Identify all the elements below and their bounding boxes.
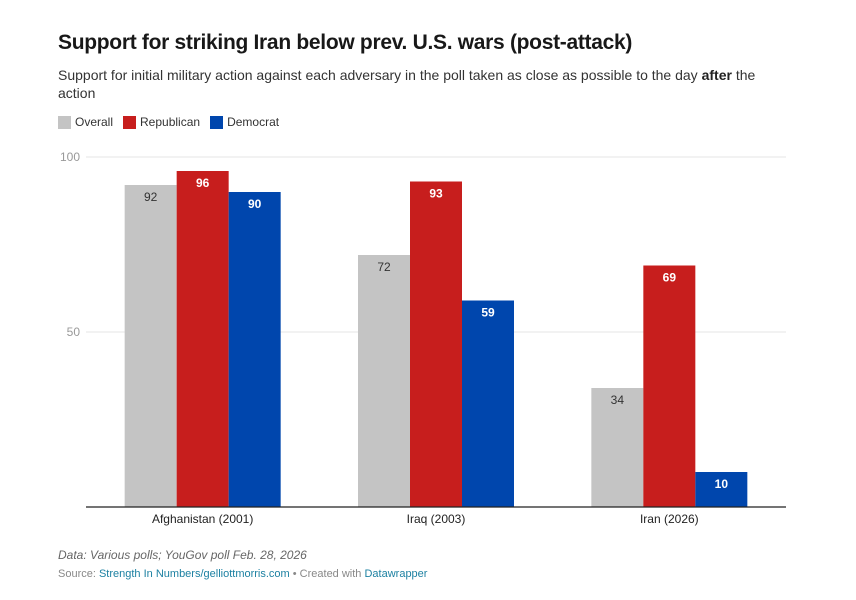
chart-subtitle: Support for initial military action agai… (58, 66, 778, 102)
data-label: 92 (144, 190, 158, 204)
subtitle-emphasis: after (701, 67, 732, 83)
x-tick-label: Iraq (2003) (407, 512, 466, 526)
legend-label: Democrat (227, 115, 280, 129)
datawrapper-link[interactable]: Datawrapper (364, 568, 428, 580)
legend-label: Overall (75, 115, 114, 129)
subtitle-text-end: the action (58, 67, 756, 101)
bar (591, 388, 644, 507)
data-notes: Data: Various polls; YouGov poll Feb. 28… (58, 548, 307, 562)
bar (124, 185, 177, 507)
bar (643, 265, 696, 507)
legend-swatch (58, 115, 71, 129)
subtitle-text: Support for initial military action agai… (58, 67, 702, 83)
bar (228, 192, 281, 507)
source-label: Source: (58, 568, 99, 580)
source-line: Source: Strength In Numbers/gelliottmorr… (58, 568, 427, 580)
chart-title: Support for striking Iran below prev. U.… (58, 31, 633, 54)
bar (695, 472, 748, 507)
legend-item: Republican (123, 115, 200, 129)
data-label: 69 (663, 271, 677, 285)
source-link[interactable]: Strength In Numbers/gelliottmorris.com (98, 568, 290, 580)
bar (176, 171, 229, 507)
x-tick-label: Iran (2026) (640, 512, 699, 526)
data-label: 90 (248, 197, 262, 211)
bar (410, 181, 462, 507)
bar-chart: 50 100 92 96 90 Afghanistan (2001) 72 93 59 Iraq … (60, 150, 786, 526)
data-label: 72 (377, 260, 391, 274)
data-label: 34 (611, 393, 625, 407)
legend-item: Democrat (210, 115, 279, 129)
created-with-label: • Created with (289, 568, 365, 580)
bar (462, 300, 514, 507)
x-tick-label: Afghanistan (2001) (152, 512, 253, 526)
legend-label: Republican (140, 115, 201, 129)
data-label: 96 (196, 176, 210, 190)
data-label: 59 (481, 306, 495, 320)
legend-swatch (210, 115, 224, 129)
y-tick-label: 100 (60, 150, 80, 164)
y-tick-label: 50 (67, 325, 81, 339)
legend-swatch (123, 115, 137, 129)
legend: Overall Republican Democrat (58, 115, 279, 129)
bar (358, 255, 410, 507)
data-label: 10 (715, 477, 729, 491)
data-label: 93 (429, 187, 443, 201)
legend-item: Overall (58, 115, 113, 129)
